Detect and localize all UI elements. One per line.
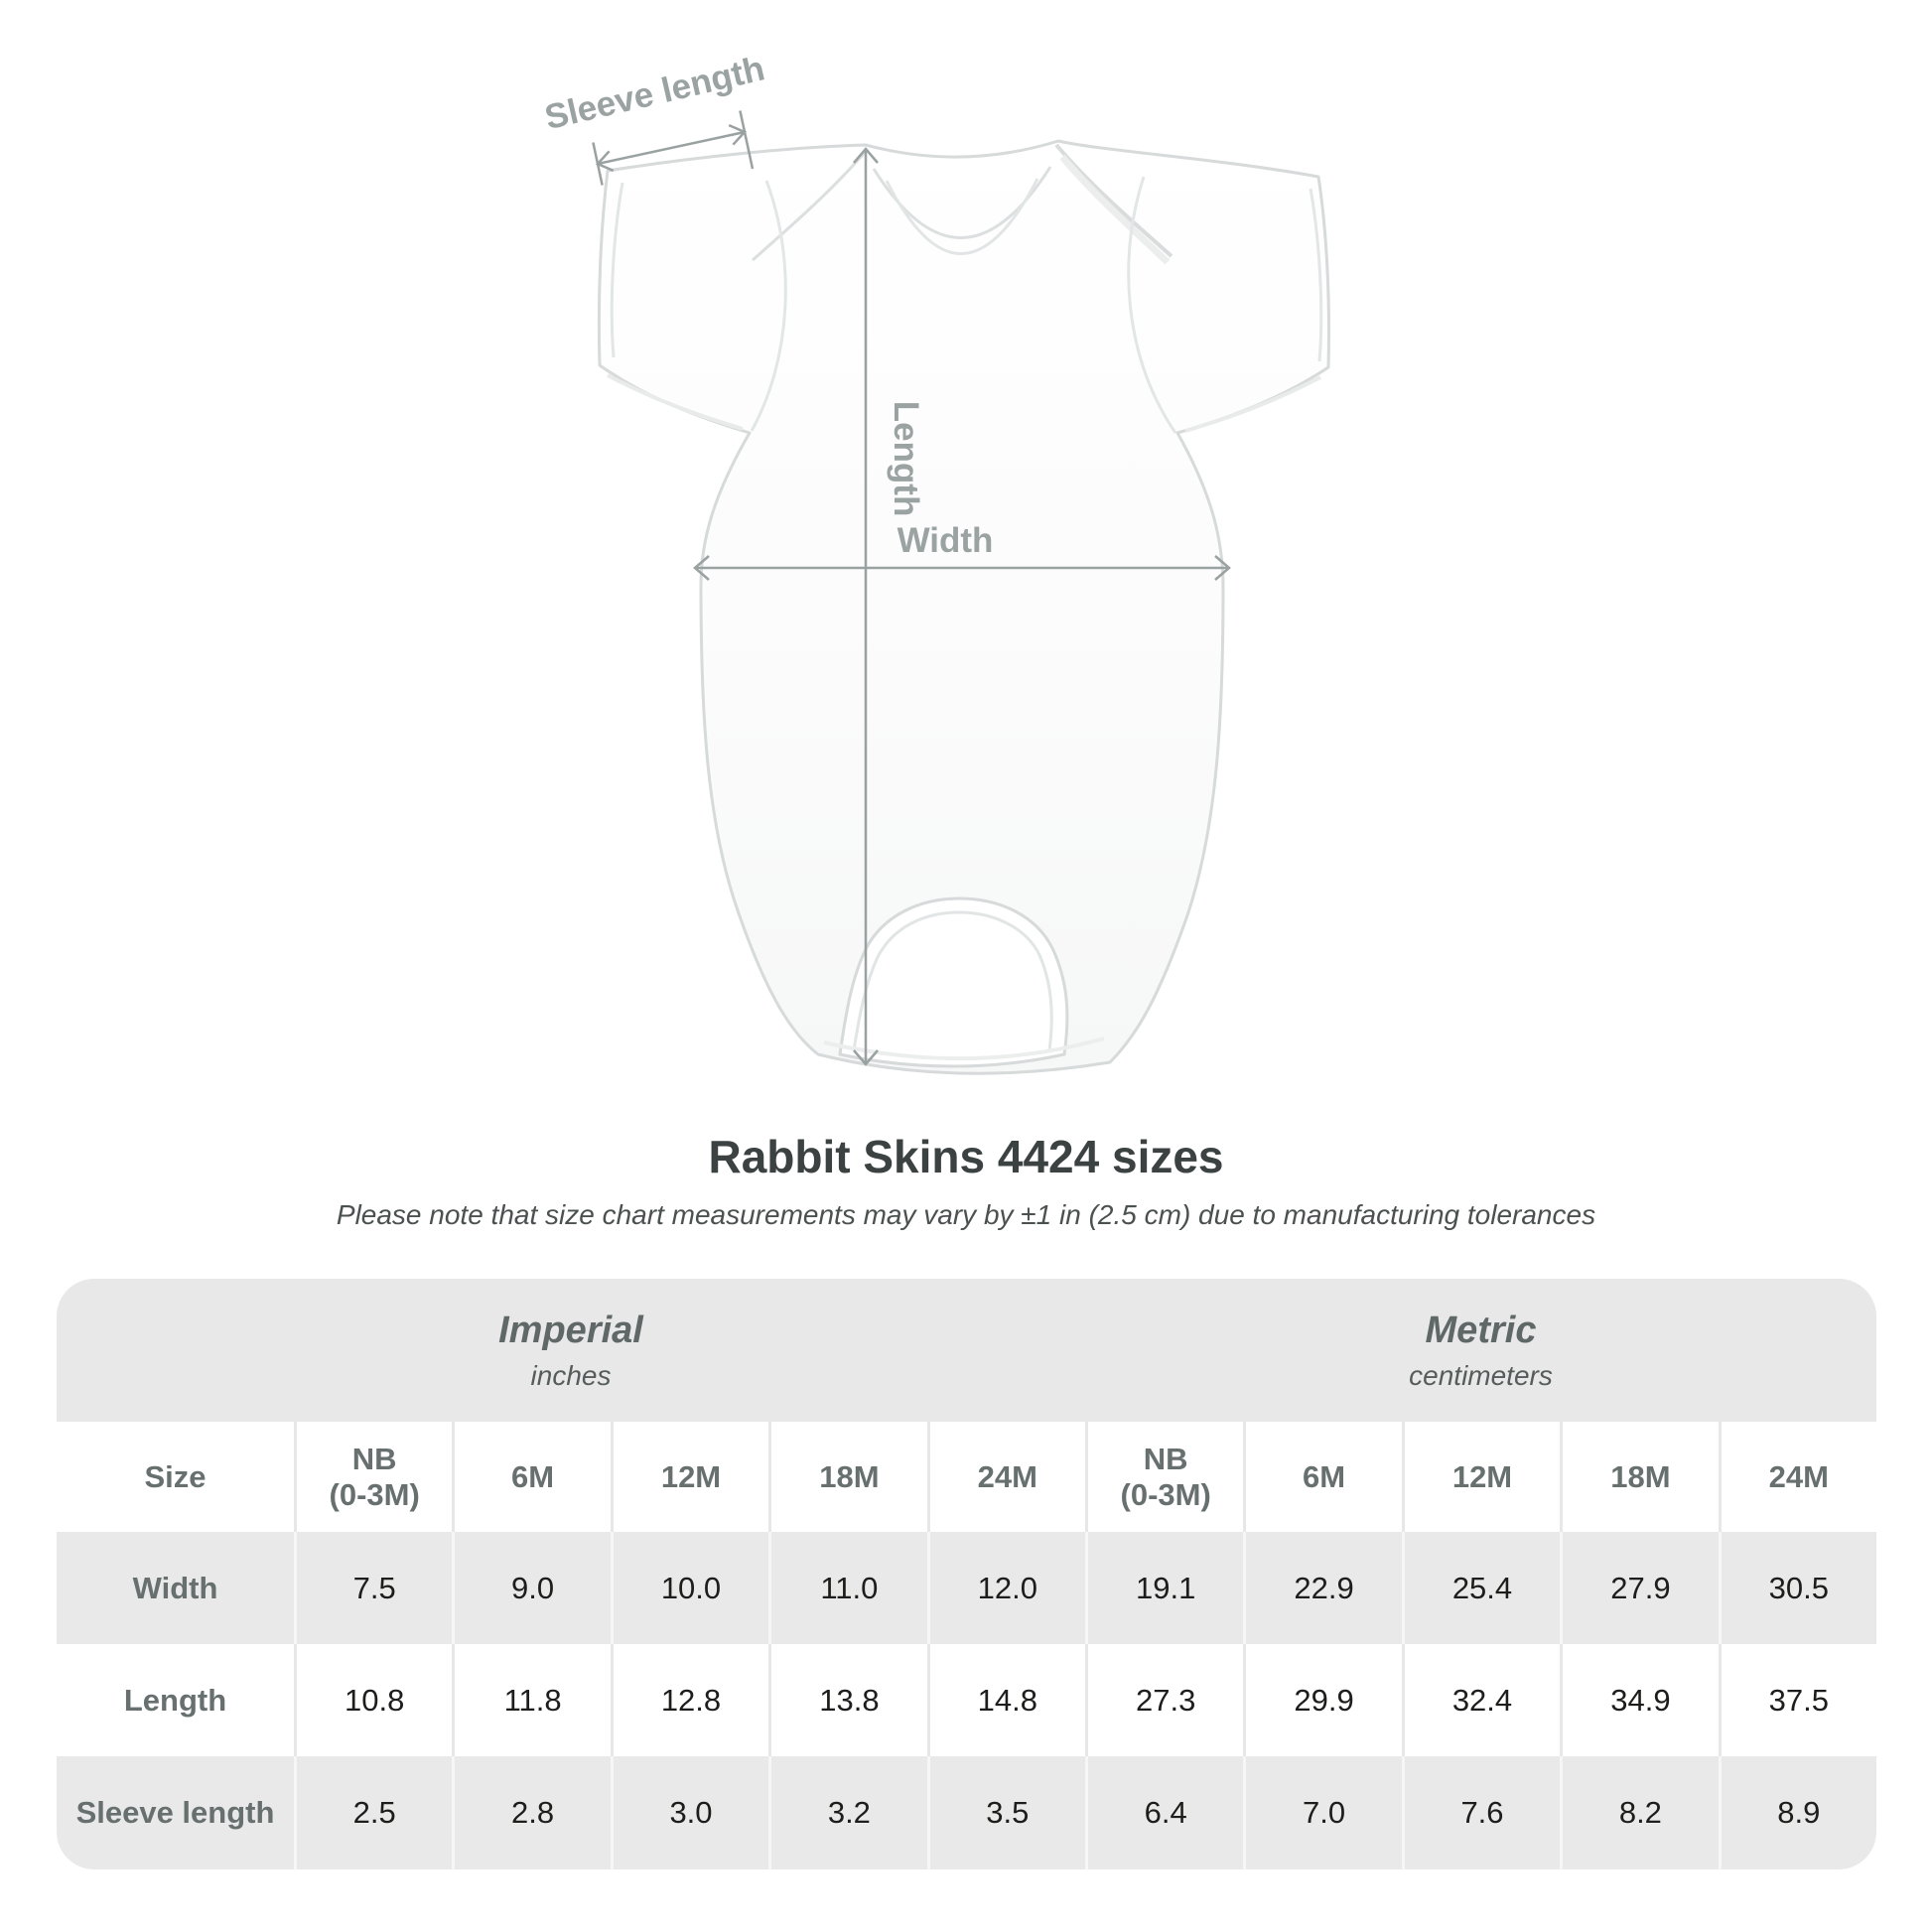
unit-group-units: centimeters [1409,1359,1553,1391]
table-cell: 14.8 [926,1644,1085,1756]
column-header: NB (0-3M) [1084,1422,1243,1532]
table-cell: 19.1 [1084,1532,1243,1644]
sleeve-length-arrow [597,130,746,166]
table-row-length: Length 10.8 11.8 12.8 13.8 14.8 27.3 29.… [57,1644,1876,1756]
table-cell: 30.5 [1718,1532,1876,1644]
table-cell: 7.5 [294,1532,452,1644]
column-header: 24M [1718,1422,1876,1532]
table-row-width: Width 7.5 9.0 10.0 11.0 12.0 19.1 22.9 2… [57,1532,1876,1644]
unit-group-label: Imperial [498,1309,643,1351]
underarm-hem-left [607,373,744,431]
table-cell: 2.5 [294,1756,452,1869]
unit-group-metric: Metric centimeters [1085,1279,1876,1422]
page-subtitle: Please note that size chart measurements… [336,1199,1596,1230]
column-header: 18M [1560,1422,1718,1532]
extension-tick-left [592,142,604,186]
size-header-cell: Size [144,1458,207,1494]
unit-group-label: Metric [1425,1309,1537,1351]
sleeve-length-label: Sleeve length [541,49,768,137]
table-cell: 3.2 [768,1756,926,1869]
sleeve-hem-left [610,182,624,358]
row-label: Sleeve length [75,1795,275,1830]
collar-inner-seam [885,178,1039,255]
table-cell: 6.4 [1084,1756,1243,1869]
column-header: NB (0-3M) [294,1422,452,1532]
infant-bodysuit-drawing [597,139,1330,1075]
unit-group-header-row: Imperial inches Metric centimeters [57,1279,1876,1422]
row-label: Width [132,1570,218,1605]
table-cell: 27.3 [1084,1644,1243,1756]
table-row-sleeve-length: Sleeve length 2.5 2.8 3.0 3.2 3.5 6.4 7.… [57,1756,1876,1869]
extension-tick-right [739,110,755,170]
table-cell: 11.0 [768,1532,926,1644]
column-header: 6M [1243,1422,1401,1532]
table-cell: 3.5 [926,1756,1085,1869]
arrowhead [853,1049,879,1066]
column-header-row: Size NB (0-3M) 6M 12M 18M 24M NB (0-3M) … [57,1422,1876,1532]
armhole-seam-left [750,180,787,432]
width-label: Width [897,521,994,560]
table-cell: 10.8 [294,1644,452,1756]
table-cell: 34.9 [1560,1644,1718,1756]
table-cell: 3.0 [610,1756,768,1869]
table-cell: 12.0 [926,1532,1085,1644]
armhole-seam-right [1127,176,1177,434]
arrowhead [853,147,879,164]
table-cell: 7.0 [1243,1756,1401,1869]
table-cell: 32.4 [1401,1644,1560,1756]
table-cell: 22.9 [1243,1532,1401,1644]
lap-seam-right [1054,143,1173,258]
arrowhead [1214,555,1231,581]
table-cell: 12.8 [610,1644,768,1756]
table-cell: 8.9 [1718,1756,1876,1869]
size-table: Imperial inches Metric centimeters Size … [57,1279,1876,1869]
table-cell: 10.0 [610,1532,768,1644]
table-cell: 11.8 [452,1644,610,1756]
table-cell: 2.8 [452,1756,610,1869]
row-label: Length [123,1682,227,1718]
table-cell: 7.6 [1401,1756,1560,1869]
table-cell: 29.9 [1243,1644,1401,1756]
column-header: 12M [1401,1422,1560,1532]
lap-shadow-right [1059,154,1171,265]
table-cell: 8.2 [1560,1756,1718,1869]
column-header: 12M [610,1422,768,1532]
length-label: Length [887,401,925,517]
page-title: Rabbit Skins 4424 sizes [708,1131,1224,1182]
bottom-hem-seam [823,1036,1105,1061]
underarm-hem-right [1184,375,1321,433]
crotch-flap-inner-seam [852,910,1053,1051]
column-header: 24M [926,1422,1085,1532]
table-cell: 37.5 [1718,1644,1876,1756]
table-cell: 9.0 [452,1532,610,1644]
column-header: 18M [768,1422,926,1532]
unit-group-imperial: Imperial inches [57,1279,1085,1422]
column-header: 6M [452,1422,610,1532]
width-annotation: Width [693,521,1231,581]
arrowhead [693,555,710,581]
sleeve-hem-right [1309,188,1323,362]
length-annotation: Length [853,147,925,1066]
unit-group-units: inches [530,1359,612,1391]
table-cell: 27.9 [1560,1532,1718,1644]
lap-seam-left [752,148,870,262]
table-cell: 25.4 [1401,1532,1560,1644]
table-cell: 13.8 [768,1644,926,1756]
onesie-illustration: Sleeve length Length Width [541,49,1330,1075]
